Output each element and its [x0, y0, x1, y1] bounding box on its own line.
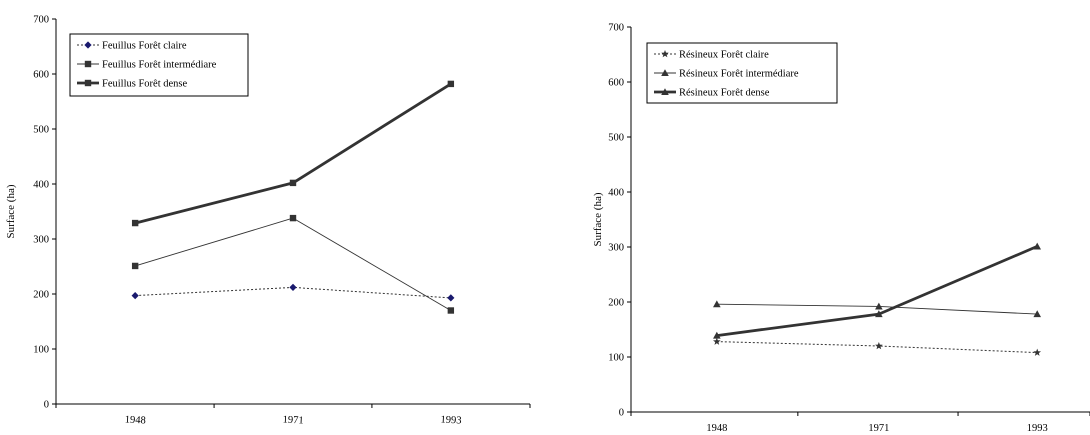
- data-point-marker: [875, 310, 883, 318]
- data-point-marker: [875, 342, 883, 350]
- data-point-marker: [447, 307, 455, 314]
- y-tick-label: 0: [619, 408, 624, 419]
- legend-label: Feuillus Forêt dense: [102, 79, 187, 90]
- y-tick-label: 200: [33, 290, 49, 301]
- x-tick-label: 1948: [125, 414, 147, 426]
- series-line-1: [716, 341, 1038, 354]
- legend-label: Feuillus Forêt intermédiare: [102, 60, 217, 71]
- data-point-marker: [131, 262, 139, 270]
- legend-swatch-marker: [661, 69, 669, 77]
- y-tick-label: 200: [608, 298, 624, 309]
- y-tick-label: 400: [33, 180, 49, 191]
- legend-swatch-marker: [661, 50, 669, 58]
- data-point-marker: [1033, 242, 1042, 250]
- x-tick-label: 1993: [440, 414, 462, 426]
- legend-swatch-marker: [84, 60, 92, 68]
- data-point-marker: [713, 300, 721, 308]
- series-line-1: [135, 286, 451, 299]
- legend-box: [646, 42, 838, 104]
- legend-box: [69, 33, 249, 97]
- x-tick-label: 1971: [868, 423, 889, 434]
- data-point-marker: [289, 283, 297, 291]
- data-point-marker: [713, 331, 721, 339]
- legend-label: Résineux Forêt intermédiare: [679, 69, 799, 80]
- y-tick-label: 500: [608, 133, 624, 144]
- y-tick-label: 300: [33, 235, 49, 246]
- data-point-marker: [1033, 348, 1042, 356]
- chart-2: 0 100 200 300 400 500 600 700 1948 1971 1993 Surfac…: [592, 23, 1090, 434]
- y-tick-label: 600: [608, 78, 624, 89]
- series-line-3: [134, 82, 452, 225]
- series-line-3: [716, 245, 1038, 337]
- legend-label: Feuillus Forêt claire: [102, 41, 187, 52]
- y-tick-label: 0: [44, 400, 49, 411]
- data-point-marker: [447, 294, 455, 302]
- legend-label: Résineux Forêt claire: [679, 50, 769, 61]
- data-point-marker: [131, 219, 139, 227]
- y-tick-label: 400: [608, 188, 624, 199]
- data-point-marker: [447, 80, 455, 88]
- y-tick-label: 100: [608, 353, 624, 364]
- y-tick-label: 100: [33, 345, 49, 356]
- data-point-marker: [1033, 310, 1042, 318]
- chart-1: 0 100 200 300 400 500 600 700 1948 1971 1993 Surfac…: [5, 15, 531, 427]
- x-tick-label: 1971: [282, 414, 304, 426]
- y-tick-label: 500: [33, 125, 49, 136]
- data-point-marker: [875, 302, 883, 310]
- y-axis-label: Surface (ha): [5, 184, 17, 238]
- data-point-marker: [289, 179, 297, 187]
- series-line-2: [135, 217, 452, 311]
- y-axis-label: Surface (ha): [592, 192, 604, 246]
- data-point-marker: [131, 292, 139, 300]
- y-tick-label: 700: [608, 23, 624, 34]
- data-point-marker: [713, 337, 721, 345]
- legend-swatch-marker: [84, 79, 92, 87]
- y-tick-label: 600: [33, 70, 49, 81]
- legend-swatch-marker: [661, 88, 669, 96]
- x-tick-label: 1993: [1027, 423, 1048, 434]
- y-tick-label: 700: [33, 15, 49, 26]
- x-tick-label: 1948: [706, 423, 727, 434]
- y-tick-label: 300: [608, 243, 624, 254]
- legend-swatch-marker: [84, 41, 92, 49]
- legend-label: Résineux Forêt dense: [679, 88, 770, 99]
- data-point-marker: [289, 214, 297, 222]
